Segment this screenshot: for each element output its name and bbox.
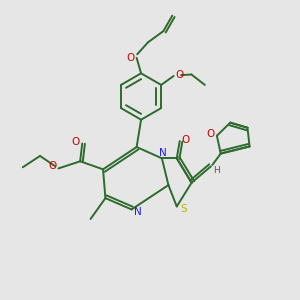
Text: O: O [182,135,190,145]
Text: O: O [176,70,184,80]
Text: H: H [214,166,220,175]
Text: O: O [206,129,214,139]
Text: O: O [126,53,134,63]
Text: O: O [72,137,80,147]
Text: N: N [134,207,142,218]
Text: N: N [160,148,167,158]
Text: O: O [48,161,57,171]
Text: S: S [180,204,187,214]
